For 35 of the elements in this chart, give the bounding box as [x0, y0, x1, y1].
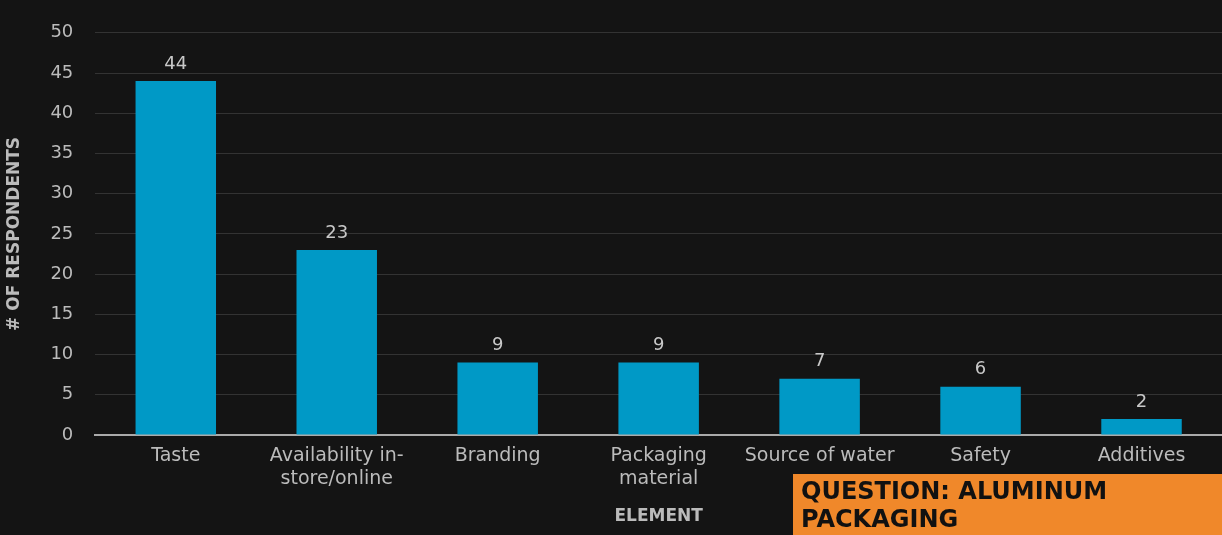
bar [1101, 418, 1182, 435]
x-tick-label: Additives [1097, 443, 1186, 466]
data-label: 6 [974, 357, 987, 379]
bar [779, 378, 860, 435]
y-tick-label: 0 [61, 422, 74, 444]
data-label: 23 [325, 220, 349, 242]
y-tick-label: 30 [50, 181, 74, 203]
text: QUESTION: ALUMINUM PACKAGING [801, 477, 1109, 533]
x-tick-label: Packaging material [610, 443, 707, 489]
x-tick-label: Safety [950, 443, 1011, 466]
y-tick-label: 15 [50, 302, 74, 324]
data-label: 7 [813, 349, 826, 371]
y-tick-label: 10 [50, 342, 74, 364]
x-tick-label: Branding [454, 443, 541, 466]
y-tick-label: 35 [50, 141, 74, 163]
data-label: 44 [164, 51, 188, 73]
bar [135, 81, 217, 435]
y-tick-label: 40 [50, 100, 74, 122]
x-tick-label: Availability in- store/online [269, 443, 404, 489]
bar [940, 386, 1021, 435]
y-tick-label: 50 [50, 20, 74, 42]
x-axis-title: ELEMENT [614, 505, 704, 526]
y-tick-label: 25 [50, 221, 74, 243]
y-tick-label: 45 [50, 60, 74, 82]
y-tick-label: 20 [50, 261, 74, 283]
y-axis-title: # OF RESPONDENTS [2, 136, 23, 331]
x-tick-label: Source of water [744, 443, 895, 466]
y-tick-label: 5 [61, 382, 74, 404]
bar [457, 362, 538, 435]
data-label: 9 [491, 333, 504, 355]
data-label: 9 [652, 333, 665, 355]
bar [296, 249, 377, 435]
bar [618, 362, 699, 435]
x-tick-label: Taste [150, 443, 201, 466]
data-label: 2 [1135, 389, 1148, 411]
